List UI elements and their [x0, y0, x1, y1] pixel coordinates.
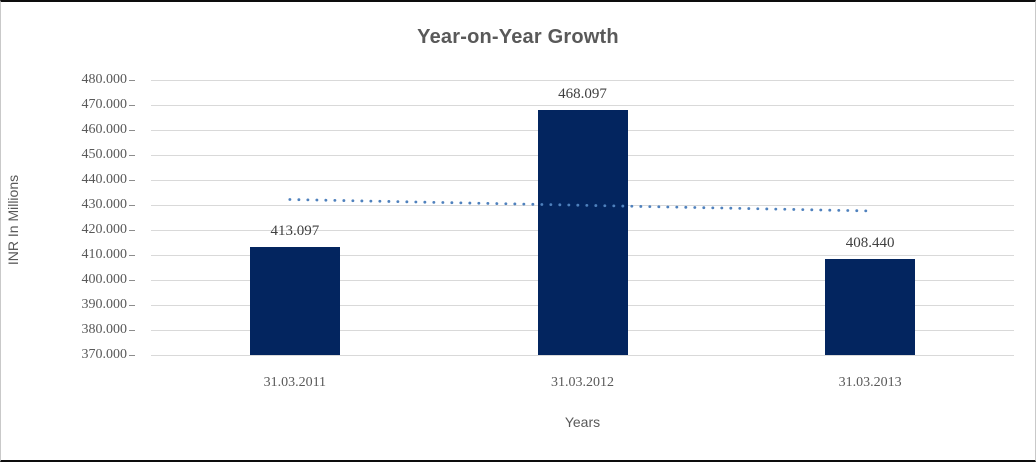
bar-data-label: 408.440 [845, 234, 895, 251]
y-gridline [151, 105, 1014, 106]
bar [249, 247, 340, 355]
y-axis-tick-label: 400.000 [81, 272, 128, 287]
y-axis-tickmark [129, 130, 135, 131]
bar [537, 109, 628, 355]
bar [825, 258, 916, 355]
y-axis-tickmark [129, 80, 135, 81]
x-axis-category-label: 31.03.2012 [551, 375, 614, 390]
chart-title: Year-on-Year Growth [417, 26, 619, 48]
y-axis-tick-label: 460.000 [81, 122, 128, 137]
trendline [288, 198, 874, 213]
y-axis-tick-label: 440.000 [81, 172, 128, 187]
y-axis-tick-label: 380.000 [81, 322, 128, 337]
y-axis-tickmark [129, 180, 135, 181]
y-axis-tick-label: 430.000 [81, 197, 128, 212]
y-axis-tick-label: 390.000 [81, 297, 128, 312]
y-axis-tick-label: 370.000 [81, 347, 128, 362]
y-axis-tickmark [129, 105, 135, 106]
x-axis-category-label: 31.03.2013 [838, 375, 902, 390]
y-axis-tick-label: 410.000 [81, 247, 128, 262]
y-axis-tickmark [129, 280, 135, 281]
x-axis-category-label: 31.03.2011 [263, 375, 327, 390]
y-axis-tickmark [129, 255, 135, 256]
y-axis-tickmark [129, 205, 135, 206]
bar-data-label: 468.097 [558, 85, 607, 102]
y-axis-tickmark [129, 355, 135, 356]
y-gridline [151, 355, 1014, 356]
y-axis-tickmark [129, 230, 135, 231]
y-axis-tick-label: 450.000 [81, 147, 128, 162]
y-gridline [151, 80, 1014, 81]
y-axis-tick-label: 470.000 [81, 97, 128, 112]
x-axis-title: Years [564, 414, 601, 430]
y-axis-tick-label: 420.000 [81, 222, 128, 237]
y-axis-tickmark [129, 330, 135, 331]
y-axis-tick-label: 480.000 [81, 72, 128, 87]
y-axis-tickmark [129, 305, 135, 306]
y-axis-tickmark [129, 155, 135, 156]
bar-data-label: 413.097 [270, 223, 320, 240]
